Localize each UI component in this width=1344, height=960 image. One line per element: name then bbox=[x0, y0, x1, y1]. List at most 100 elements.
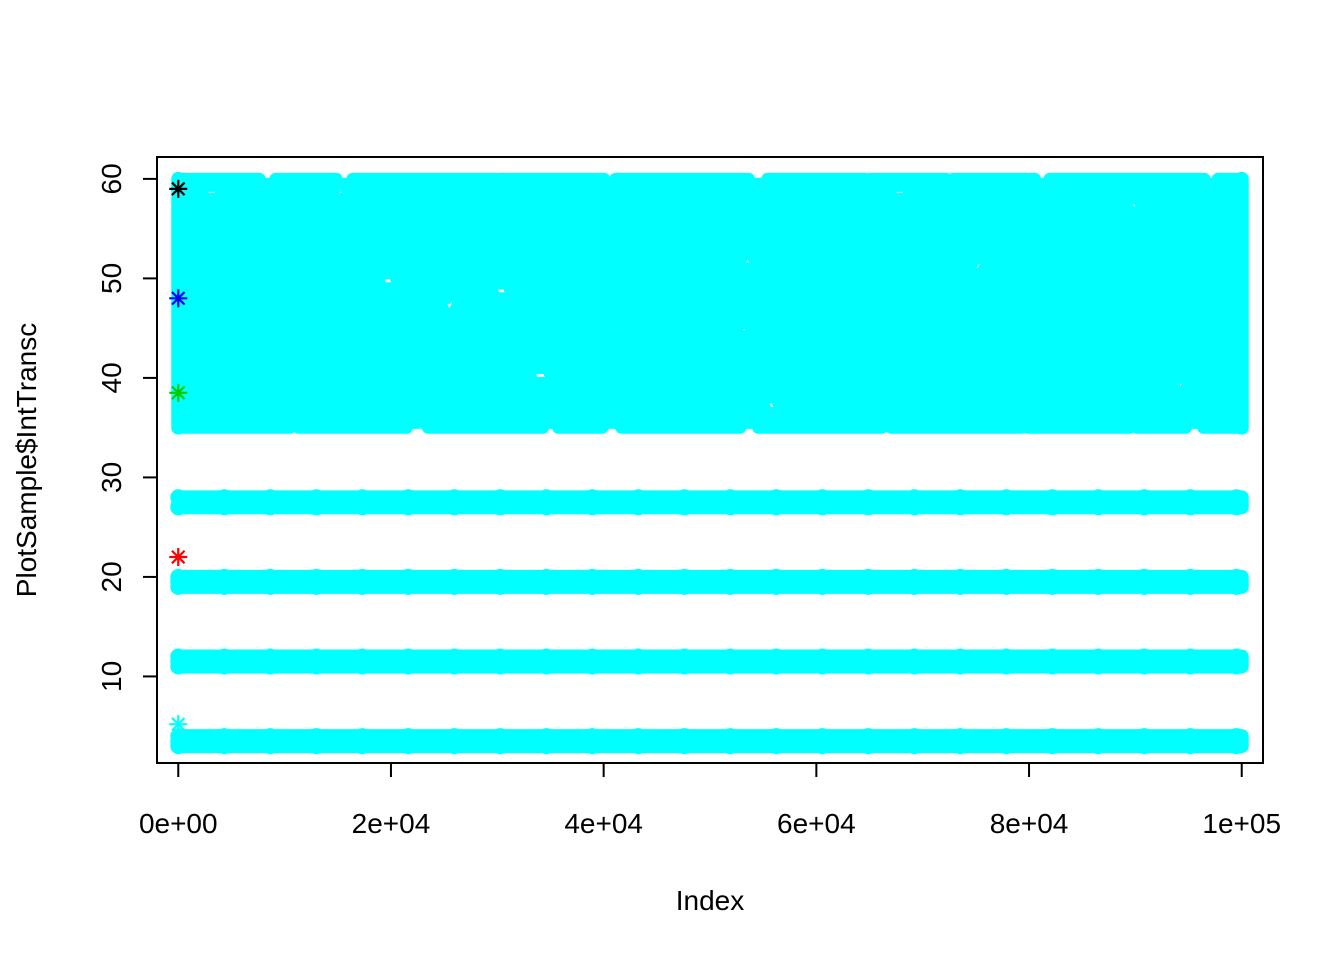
data-point bbox=[630, 738, 647, 755]
point-run bbox=[1043, 172, 1211, 185]
data-point bbox=[1136, 499, 1153, 516]
data-point bbox=[262, 573, 279, 590]
data-point bbox=[400, 489, 417, 506]
data-point bbox=[446, 578, 463, 595]
data-point bbox=[262, 728, 279, 745]
data-point bbox=[860, 489, 877, 506]
data-point bbox=[1182, 578, 1199, 595]
data-point bbox=[722, 578, 739, 595]
data-point bbox=[400, 648, 417, 665]
data-point bbox=[1044, 653, 1061, 670]
data-point bbox=[216, 578, 233, 595]
data-point bbox=[1182, 648, 1199, 665]
data-point bbox=[354, 658, 371, 675]
data-point bbox=[1182, 573, 1199, 590]
point-run bbox=[609, 172, 755, 185]
data-point bbox=[1228, 728, 1245, 745]
data-point bbox=[584, 733, 601, 750]
data-point bbox=[814, 568, 831, 585]
data-point bbox=[952, 573, 969, 590]
data-point bbox=[584, 658, 601, 675]
data-point bbox=[722, 728, 739, 745]
data-point bbox=[860, 733, 877, 750]
data-point bbox=[722, 653, 739, 670]
data-point bbox=[492, 578, 509, 595]
data-point bbox=[216, 653, 233, 670]
data-point bbox=[860, 573, 877, 590]
data-point bbox=[1182, 738, 1199, 755]
data-point bbox=[998, 658, 1015, 675]
data-point bbox=[768, 658, 785, 675]
data-point bbox=[492, 738, 509, 755]
data-point bbox=[1090, 658, 1107, 675]
data-point bbox=[1090, 738, 1107, 755]
point-run bbox=[761, 172, 871, 185]
data-point bbox=[446, 658, 463, 675]
data-point bbox=[906, 658, 923, 675]
data-point bbox=[814, 658, 831, 675]
point-band bbox=[170, 489, 1249, 516]
data-point bbox=[722, 573, 739, 590]
data-point bbox=[1182, 728, 1199, 745]
data-point bbox=[906, 573, 923, 590]
data-point bbox=[768, 653, 785, 670]
data-point bbox=[170, 648, 187, 665]
data-point bbox=[998, 578, 1015, 595]
data-point bbox=[446, 489, 463, 506]
data-point bbox=[768, 499, 785, 516]
data-point bbox=[446, 568, 463, 585]
data-point bbox=[584, 489, 601, 506]
data-point bbox=[308, 648, 325, 665]
data-point bbox=[952, 653, 969, 670]
data-point bbox=[1228, 578, 1245, 595]
data-point bbox=[906, 738, 923, 755]
data-point bbox=[630, 648, 647, 665]
x-tick-label: 8e+04 bbox=[990, 808, 1069, 839]
data-point bbox=[262, 578, 279, 595]
data-point bbox=[262, 653, 279, 670]
data-point bbox=[400, 733, 417, 750]
data-point bbox=[952, 568, 969, 585]
data-point bbox=[1182, 658, 1199, 675]
data-point bbox=[1182, 489, 1199, 506]
data-point bbox=[1136, 728, 1153, 745]
data-point bbox=[584, 648, 601, 665]
data-point bbox=[906, 653, 923, 670]
data-point bbox=[998, 733, 1015, 750]
data-point bbox=[1182, 733, 1199, 750]
data-point bbox=[998, 653, 1015, 670]
highlight-asterisk-marker bbox=[169, 179, 188, 198]
data-point bbox=[952, 658, 969, 675]
cyan-point-bands bbox=[170, 171, 1249, 755]
data-point bbox=[630, 733, 647, 750]
data-point bbox=[262, 648, 279, 665]
data-point bbox=[952, 489, 969, 506]
data-point bbox=[262, 738, 279, 755]
data-point bbox=[768, 568, 785, 585]
data-point bbox=[170, 573, 187, 590]
data-point bbox=[768, 738, 785, 755]
data-point bbox=[262, 499, 279, 516]
band-fill bbox=[171, 569, 1249, 594]
data-point bbox=[400, 573, 417, 590]
data-point bbox=[492, 728, 509, 745]
data-point bbox=[400, 653, 417, 670]
data-point bbox=[768, 728, 785, 745]
data-point bbox=[446, 648, 463, 665]
data-point bbox=[860, 568, 877, 585]
y-tick-label: 40 bbox=[96, 362, 127, 393]
data-point bbox=[676, 568, 693, 585]
data-point bbox=[998, 568, 1015, 585]
data-point bbox=[630, 653, 647, 670]
data-point bbox=[216, 573, 233, 590]
band-edge bbox=[1234, 171, 1249, 435]
data-point bbox=[1228, 489, 1245, 506]
data-point bbox=[722, 648, 739, 665]
data-point bbox=[170, 499, 187, 516]
highlight-asterisk-marker bbox=[169, 289, 188, 308]
data-point bbox=[584, 499, 601, 516]
data-point bbox=[768, 733, 785, 750]
data-point bbox=[1136, 658, 1153, 675]
data-point bbox=[584, 653, 601, 670]
data-point bbox=[308, 568, 325, 585]
